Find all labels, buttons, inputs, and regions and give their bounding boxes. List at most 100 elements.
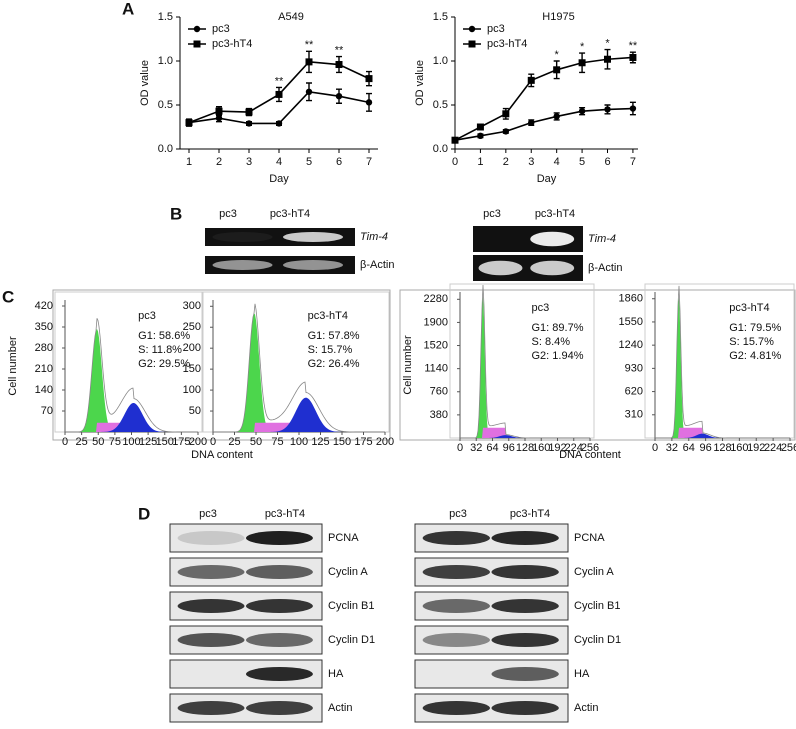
significance: ** [275, 75, 284, 87]
x-tick-label: 160 [532, 442, 550, 454]
y-tick-label: 150 [183, 363, 201, 375]
significance: * [555, 49, 560, 61]
x-tick-label: 1 [477, 156, 483, 168]
row-label: Cyclin A [328, 566, 368, 578]
marker [451, 136, 459, 144]
y-tick-label: 930 [625, 362, 643, 374]
x-tick-label: 0 [652, 442, 658, 454]
x-tick-label: 128 [713, 442, 731, 454]
y-tick-label: 0.0 [158, 143, 173, 155]
x-tick-label: 175 [354, 436, 372, 448]
blot-band [491, 531, 559, 545]
gel-band [530, 260, 575, 276]
lane-label: pc3-hT4 [510, 508, 550, 520]
x-tick-label: 3 [246, 156, 252, 168]
marker [215, 107, 223, 115]
marker [553, 113, 560, 120]
row-label: β-Actin [360, 259, 394, 271]
x-tick-label: 0 [210, 436, 216, 448]
gel-band [283, 231, 343, 243]
blot-band [177, 531, 245, 545]
y-tick-label: 100 [183, 384, 201, 396]
y-tick-label: 210 [35, 363, 53, 375]
marker [245, 120, 253, 127]
y-tick-label: 300 [183, 300, 201, 312]
y-tick-label: 2280 [424, 293, 448, 305]
marker [245, 108, 253, 116]
lane-label: pc3-hT4 [265, 508, 305, 520]
y-tick-label: 70 [41, 405, 53, 417]
x-tick-label: 2 [503, 156, 509, 168]
marker [604, 55, 611, 63]
marker [185, 119, 193, 127]
chart-title: A549 [278, 11, 304, 23]
lane-label: pc3 [483, 208, 501, 220]
x-tick-label: 224 [565, 442, 583, 454]
legend-marker [193, 40, 201, 48]
marker [275, 90, 283, 98]
blot-band [491, 701, 559, 715]
y-tick-label: 1140 [424, 363, 448, 375]
marker [305, 88, 313, 96]
gel-band [530, 231, 575, 247]
y-tick-label: 0.0 [433, 143, 448, 155]
legend-marker [468, 25, 476, 33]
phase-stat: G2: 1.94% [532, 350, 584, 362]
legend-label: pc3-hT4 [212, 38, 252, 50]
panel-label: C [2, 287, 14, 306]
blot-band [422, 565, 490, 579]
histogram-outline [460, 285, 590, 439]
x-tick-label: 2 [216, 156, 222, 168]
significance: ** [629, 40, 638, 52]
y-axis-label: OD value [139, 60, 151, 106]
y-tick-label: 280 [35, 342, 53, 354]
marker [553, 66, 561, 74]
y-tick-label: 760 [430, 386, 448, 398]
row-label: Actin [574, 702, 598, 714]
y-axis-label: OD value [414, 60, 426, 106]
g1-peak [655, 297, 790, 438]
panel-label: D [138, 504, 150, 523]
x-tick-label: 75 [109, 436, 121, 448]
x-tick-label: 0 [457, 442, 463, 454]
g2-peak [65, 403, 198, 432]
lane-label: pc3-hT4 [535, 208, 575, 220]
y-tick-label: 310 [625, 409, 643, 421]
gel-band [212, 231, 273, 243]
y-tick-label: 1.0 [433, 55, 448, 67]
s-phase [655, 427, 790, 438]
x-tick-label: 96 [503, 442, 515, 454]
blot-band [422, 599, 490, 613]
flow-title: pc3 [138, 310, 156, 322]
x-tick-label: 200 [376, 436, 394, 448]
blot-band [491, 565, 559, 579]
marker [335, 93, 343, 100]
y-tick-label: 0.5 [433, 99, 448, 111]
blot-band [177, 565, 245, 579]
x-axis-label: DNA content [191, 449, 253, 461]
phase-stat: G2: 4.81% [729, 350, 781, 362]
x-axis-label: DNA content [559, 449, 621, 461]
blot-band [177, 599, 245, 613]
lane-label: pc3 [449, 508, 467, 520]
x-tick-label: 1 [186, 156, 192, 168]
blot-band [491, 599, 559, 613]
x-tick-label: 256 [781, 442, 796, 454]
row-label: Tim-4 [588, 233, 616, 245]
x-tick-label: 175 [172, 436, 190, 448]
x-tick-label: 100 [290, 436, 308, 448]
x-tick-label: 6 [604, 156, 610, 168]
y-tick-label: 1860 [619, 293, 643, 305]
row-label: Cyclin D1 [574, 634, 621, 646]
x-tick-label: 25 [228, 436, 240, 448]
g1-peak [460, 296, 590, 438]
marker [365, 75, 373, 83]
g2-peak [213, 397, 385, 432]
marker [629, 53, 637, 61]
flow-title: pc3-hT4 [729, 302, 769, 314]
y-tick-label: 420 [35, 300, 53, 312]
marker [335, 61, 343, 69]
s-phase [460, 427, 590, 438]
blot-band [246, 531, 313, 545]
